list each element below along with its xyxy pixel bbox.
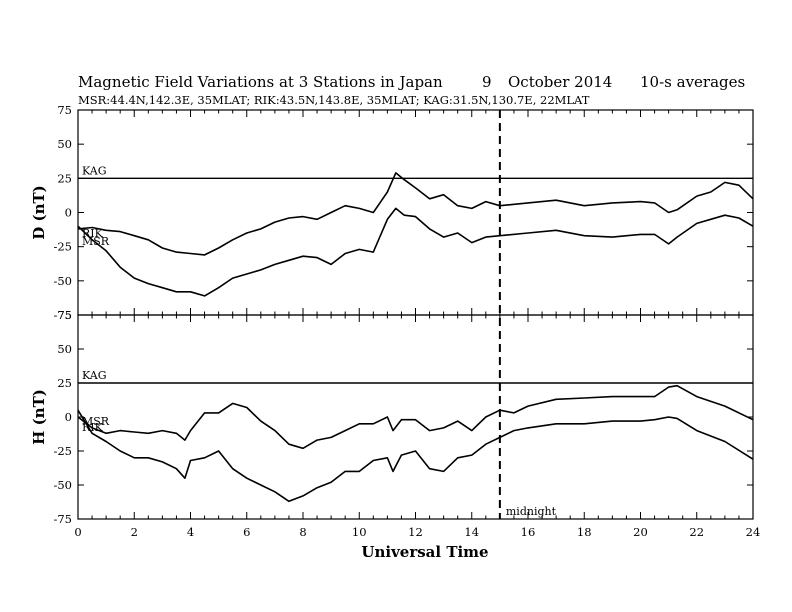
x-tick-label: 16 xyxy=(521,525,536,539)
y-tick-label: 0 xyxy=(65,410,72,424)
y-tick-label: 75 xyxy=(57,103,72,117)
x-tick-label: 24 xyxy=(746,525,761,539)
averaging-label: 10-s averages xyxy=(640,73,745,91)
y-tick-label: -50 xyxy=(53,274,72,288)
x-tick-label: 4 xyxy=(187,525,194,539)
x-tick-label: 8 xyxy=(299,525,306,539)
x-tick-label: 6 xyxy=(243,525,250,539)
x-tick-label: 2 xyxy=(131,525,138,539)
station-label-msr: MSR xyxy=(82,235,110,248)
kag-label: KAG xyxy=(82,369,107,382)
station-label-rik: RIK xyxy=(82,227,104,240)
y-tick-label: 50 xyxy=(57,137,72,151)
x-tick-label: 10 xyxy=(352,525,367,539)
series-line-rik xyxy=(77,409,754,503)
date-month-year: October 2014 xyxy=(508,73,612,91)
series-line-msr xyxy=(77,384,754,450)
midnight-label: midnight xyxy=(506,505,557,518)
x-tick-label: 22 xyxy=(689,525,704,539)
y-tick-label: -25 xyxy=(53,444,72,458)
x-tick-label: 14 xyxy=(464,525,479,539)
station-label-msr: MSR xyxy=(82,415,110,428)
y-tick-label: -75 xyxy=(53,308,72,322)
x-axis-label: Universal Time xyxy=(361,543,488,561)
station-coordinates: MSR:44.4N,142.3E, 35MLAT; RIK:43.5N,143.… xyxy=(78,93,590,107)
y-tick-label: -50 xyxy=(53,478,72,492)
x-tick-label: 12 xyxy=(408,525,423,539)
y-tick-label: 25 xyxy=(57,171,72,185)
y-axis-label: D (nT) xyxy=(30,185,48,240)
date-day: 9 xyxy=(482,73,492,91)
y-tick-label: 75 xyxy=(57,308,72,322)
y-tick-label: 25 xyxy=(57,376,72,390)
midnight-marker: midnight xyxy=(498,110,557,519)
y-tick-label: 50 xyxy=(57,342,72,356)
x-tick-label: 18 xyxy=(577,525,592,539)
plot-frame xyxy=(77,109,754,316)
x-tick-label: 0 xyxy=(74,525,81,539)
station-label-rik: RIK xyxy=(82,421,104,434)
chart-title: Magnetic Field Variations at 3 Stations … xyxy=(78,73,443,91)
kag-label: KAG xyxy=(82,164,107,177)
y-axis-label: H (nT) xyxy=(30,389,48,445)
y-tick-label: 0 xyxy=(65,206,72,220)
y-tick-label: -75 xyxy=(53,512,72,526)
x-tick-label: 20 xyxy=(633,525,648,539)
y-tick-label: -25 xyxy=(53,240,72,254)
series-line-msr xyxy=(77,207,754,297)
plot-frame xyxy=(77,314,754,520)
series-line-rik xyxy=(77,172,754,256)
